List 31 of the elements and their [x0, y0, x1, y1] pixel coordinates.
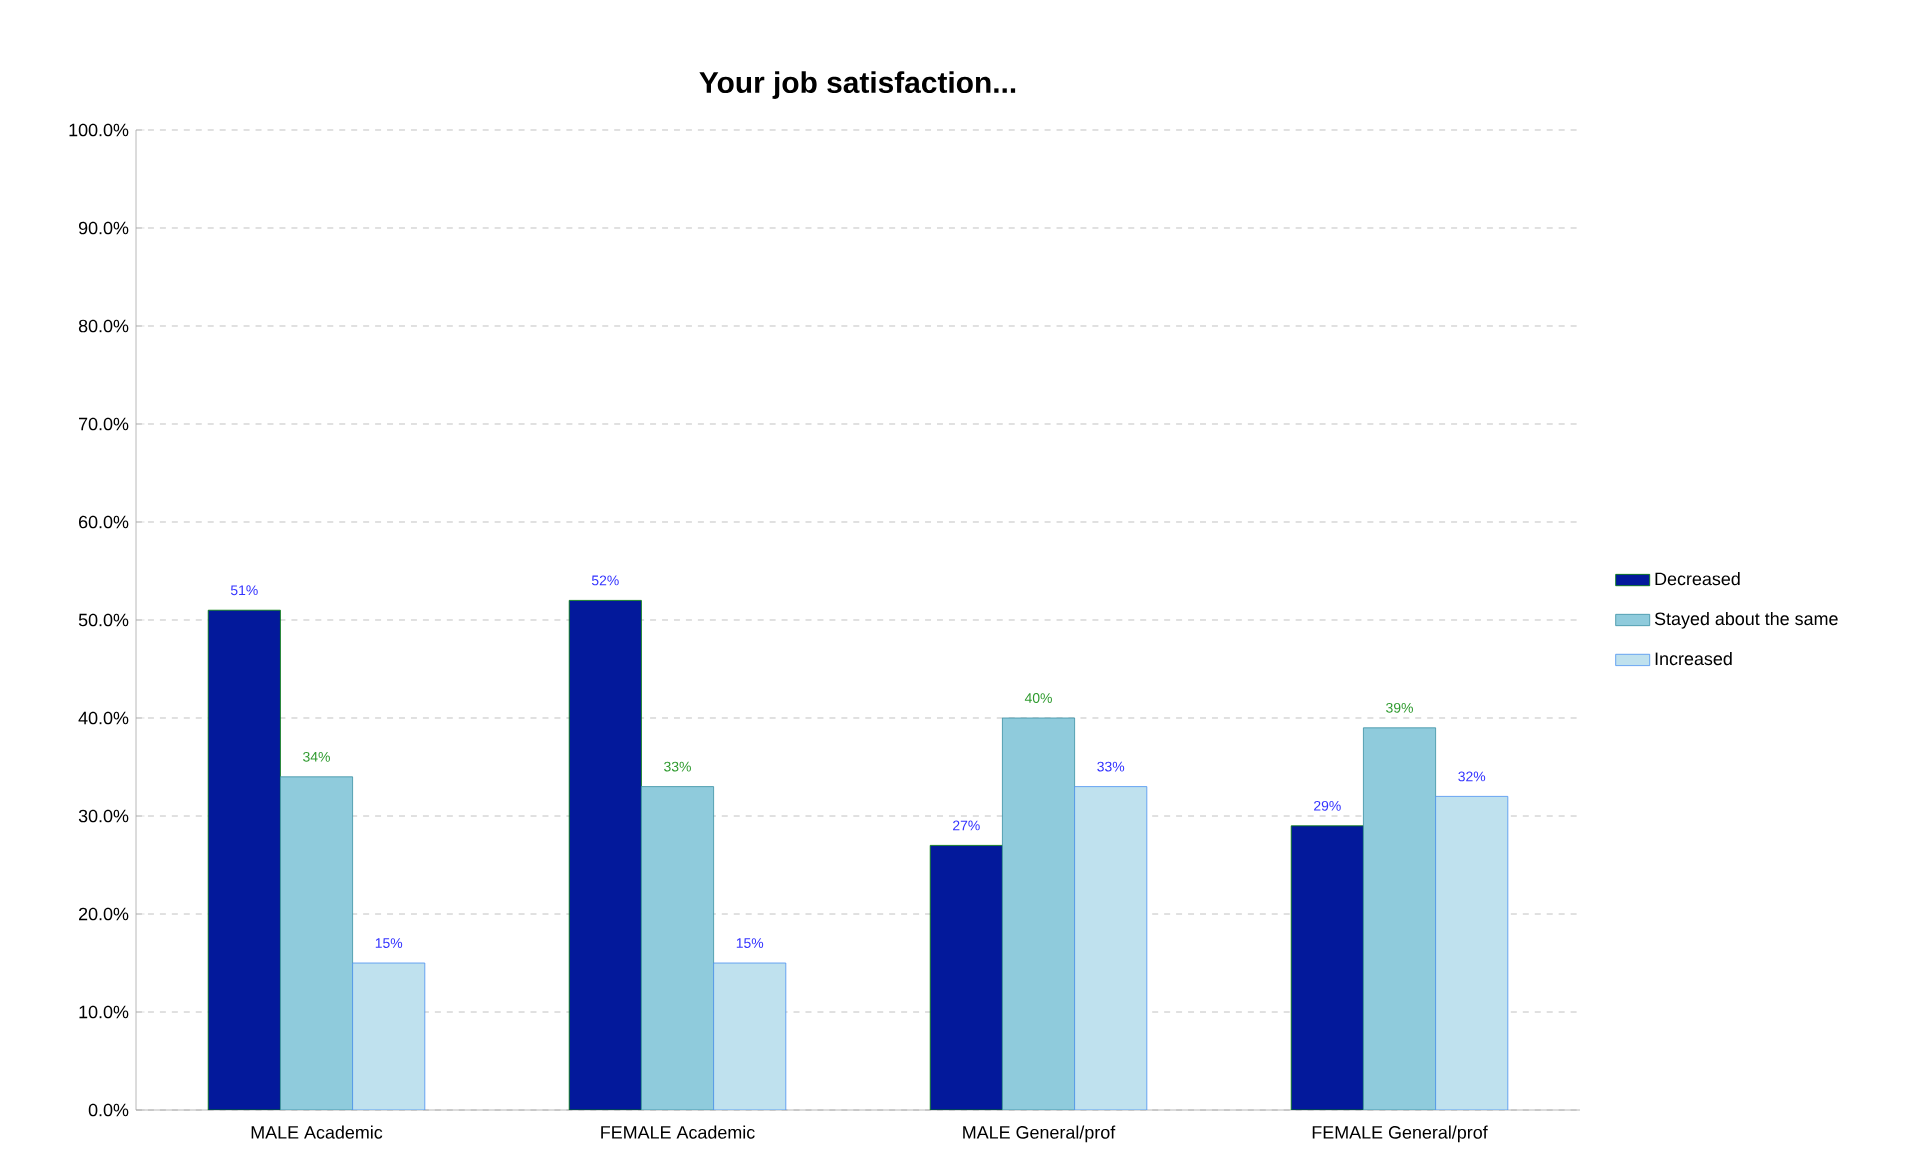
y-tick-label: 40.0%: [78, 711, 129, 725]
bar: [1363, 727, 1437, 1110]
bar: [1435, 796, 1509, 1110]
chart-title: Your job satisfaction...: [699, 71, 1016, 99]
x-tick-label: FEMALE General/prof: [1312, 1125, 1488, 1143]
y-tick-label: 90.0%: [78, 221, 129, 235]
y-tick-label: 0.0%: [88, 1103, 129, 1117]
bar: [568, 599, 642, 1110]
y-tick-label: 80.0%: [78, 319, 129, 333]
bar: [713, 962, 787, 1110]
bar: [352, 962, 426, 1110]
legend-label: Stayed about the same: [1654, 612, 1838, 629]
bar: [1002, 717, 1076, 1110]
legend-label: Decreased: [1655, 572, 1740, 586]
y-tick-label: 60.0%: [79, 515, 129, 529]
bar: [207, 609, 281, 1110]
y-tick-label: 30.0%: [78, 809, 129, 823]
bar: [280, 776, 353, 1110]
y-tick-label: 100.0%: [69, 123, 129, 137]
bar: [641, 786, 715, 1110]
y-tick-label: 20.0%: [79, 907, 129, 921]
y-tick-label: 50.0%: [78, 613, 129, 627]
bar: [929, 845, 1003, 1110]
x-tick-label: MALE Academic: [251, 1125, 383, 1139]
x-tick-label: MALE General/prof: [963, 1125, 1116, 1143]
legend-label: Increased: [1655, 651, 1732, 666]
y-tick-label: 10.0%: [79, 1005, 129, 1019]
bar: [1074, 786, 1148, 1110]
bar: [1290, 825, 1364, 1110]
y-tick-label: 70.0%: [79, 417, 129, 431]
x-tick-label: FEMALE Academic: [601, 1125, 755, 1139]
